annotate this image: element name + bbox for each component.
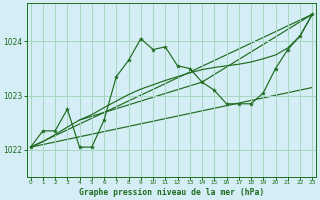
X-axis label: Graphe pression niveau de la mer (hPa): Graphe pression niveau de la mer (hPa)	[79, 188, 264, 197]
